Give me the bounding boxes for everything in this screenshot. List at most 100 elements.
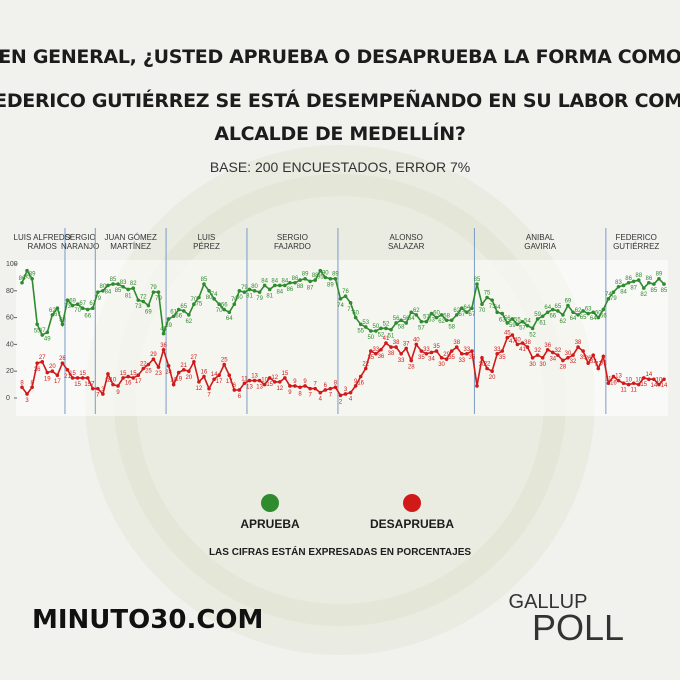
period-name: SALAZAR [388,242,425,251]
value-label: 51 [388,334,395,340]
value-label: 21 [64,374,71,380]
value-label: 64 [590,316,597,322]
data-point [374,329,378,333]
data-point [116,282,120,286]
value-label: 35 [367,355,374,361]
data-point [131,286,136,290]
data-point [222,362,227,367]
value-label: 87 [630,285,637,291]
value-label: 85 [651,288,658,294]
data-point [505,321,510,325]
value-label: 15 [69,371,76,377]
value-label: 88 [297,284,304,290]
data-point [257,378,262,383]
value-label: 80 [236,295,243,301]
value-label: 57 [519,326,526,332]
data-point [45,330,50,335]
period-name: SERGIO [277,233,308,242]
value-label: 84 [282,278,289,284]
data-point [283,283,287,288]
data-point [328,386,333,391]
data-point [237,388,242,392]
data-point [65,298,70,302]
data-point [298,385,302,390]
value-label: 56 [393,316,400,322]
value-label: 9 [293,379,297,385]
value-label: 64 [464,305,471,311]
value-label: 56 [403,316,410,322]
data-point [540,356,545,360]
value-label: 86 [625,276,632,282]
data-point [439,313,444,317]
y-tick-label: 80 [6,288,14,295]
value-label: 86 [645,276,652,282]
data-point [424,351,429,356]
value-label: 86 [292,276,299,282]
data-point [414,313,419,317]
data-point [323,275,328,280]
data-point [545,310,550,315]
data-point [444,318,449,323]
data-point [576,313,580,317]
data-point [262,283,267,288]
value-label: 69 [565,299,572,305]
data-point [657,382,661,387]
data-point [586,361,590,365]
data-point [576,345,580,349]
data-point [636,278,641,282]
value-label: 33 [423,347,430,353]
data-point [131,376,136,380]
data-point [151,290,156,294]
data-point [303,276,307,281]
data-point [90,306,95,311]
value-label: 66 [84,314,91,320]
data-point [343,294,348,298]
value-label: 67 [89,301,96,307]
value-label: 81 [125,293,132,299]
value-label: 82 [640,292,647,298]
value-label: 16 [610,381,617,387]
value-label: 30 [479,362,486,368]
data-point [571,310,575,315]
value-label: 86 [287,287,294,293]
value-label: 8 [30,380,34,386]
period-name: FAJARDO [274,242,311,251]
value-label: 64 [570,316,577,322]
legend-label: APRUEBA [240,517,300,531]
legend-dot [261,494,279,512]
data-point [631,381,636,386]
data-point [419,319,424,324]
data-point [232,388,237,392]
value-label: 70 [191,297,198,303]
value-label: 40 [514,337,521,343]
value-label: 66 [549,314,556,320]
data-point [515,342,520,347]
data-point [60,322,65,327]
value-label: 10 [635,378,642,384]
data-point [303,384,307,388]
data-point [520,341,525,345]
data-point [581,349,585,353]
value-label: 16 [201,370,208,376]
value-label: 38 [388,351,395,357]
value-label: 88 [635,273,642,279]
data-point [20,280,24,285]
value-label: 62 [49,308,56,314]
value-label: 22 [595,362,602,368]
value-label: 35 [418,355,425,361]
data-point [116,384,120,388]
value-label: 58 [448,324,455,330]
value-label: 23 [155,371,162,377]
data-point [434,315,439,320]
data-point [358,374,363,379]
value-label: 34 [549,356,556,362]
data-point [207,289,211,293]
data-point [35,322,39,327]
value-label: 26 [59,356,66,362]
value-label: 54 [524,319,531,325]
data-point [409,310,414,315]
value-label: 4 [319,397,323,403]
value-label: 22 [140,362,147,368]
value-label: 4 [349,397,353,403]
